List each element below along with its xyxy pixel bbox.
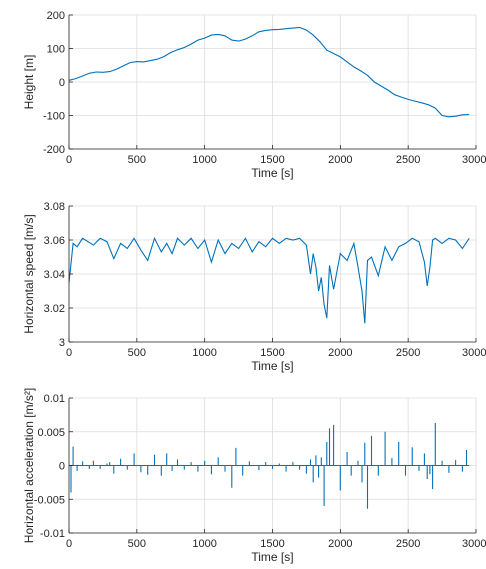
y-tick-label-2: 0 xyxy=(59,461,65,473)
y-tick-label-1: -100 xyxy=(43,111,65,123)
x-tick-label-5: 2500 xyxy=(396,538,420,550)
x-tick-label-4: 2000 xyxy=(328,154,352,166)
y-tick-label-2: 3.04 xyxy=(44,269,65,281)
series-line xyxy=(69,423,470,509)
y-tick-label-3: 0.005 xyxy=(37,427,65,439)
y-tick-label-3: 100 xyxy=(47,44,65,56)
x-tick-label-1: 500 xyxy=(128,347,146,359)
y-axis-label: Height [m] xyxy=(22,55,36,110)
x-tick-label-3: 1500 xyxy=(260,347,284,359)
x-tick-label-0: 0 xyxy=(66,347,72,359)
x-tick-label-6: 3000 xyxy=(462,154,486,166)
x-tick-label-6: 3000 xyxy=(462,538,486,550)
y-tick-label-0: -200 xyxy=(43,144,65,156)
y-tick-label-4: 3.08 xyxy=(44,201,65,213)
y-axis-label: Horizontal acceleration [m/s²] xyxy=(22,388,36,543)
y-tick-label-3: 3.06 xyxy=(44,235,65,247)
x-tick-label-0: 0 xyxy=(66,538,72,550)
series-line xyxy=(68,236,470,324)
chart-accel: 0 500 1000 1500 2000 2500 3000 -0.01 -0.005 0 0.00… xyxy=(22,388,486,564)
series-line xyxy=(68,26,470,118)
x-tick-label-1: 500 xyxy=(128,154,146,166)
x-tick-label-5: 2500 xyxy=(396,154,420,166)
y-tick-label-1: 3.02 xyxy=(44,303,65,315)
x-tick-label-1: 500 xyxy=(128,538,146,550)
y-tick-label-2: 0 xyxy=(59,77,65,89)
y-tick-label-0: -0.01 xyxy=(40,528,65,540)
x-tick-label-6: 3000 xyxy=(462,347,486,359)
y-tick-label-4: 0.01 xyxy=(44,393,65,405)
x-tick-label-3: 1500 xyxy=(260,154,284,166)
x-tick-label-2: 1000 xyxy=(192,347,216,359)
y-tick-label-1: -0.005 xyxy=(34,494,65,506)
x-tick-label-4: 2000 xyxy=(328,347,352,359)
chart-height: 0 500 1000 1500 2000 2500 3000 -200 -100 0 100 200 T… xyxy=(22,10,486,180)
y-tick-label-0: 3 xyxy=(59,337,65,349)
x-axis-label: Time [s] xyxy=(251,166,293,180)
y-axis-label: Horizontal speed [m/s] xyxy=(22,214,36,333)
x-tick-label-3: 1500 xyxy=(260,538,284,550)
x-axis-label: Time [s] xyxy=(251,550,293,564)
x-tick-label-5: 2500 xyxy=(396,347,420,359)
x-tick-label-2: 1000 xyxy=(192,154,216,166)
y-tick-label-4: 200 xyxy=(47,10,65,22)
x-tick-label-4: 2000 xyxy=(328,538,352,550)
chart-speed: 0 500 1000 1500 2000 2500 3000 3 3.02 3.04 3.06 3.0… xyxy=(22,201,486,373)
x-tick-label-2: 1000 xyxy=(192,538,216,550)
x-axis-label: Time [s] xyxy=(251,359,293,373)
x-tick-label-0: 0 xyxy=(66,154,72,166)
